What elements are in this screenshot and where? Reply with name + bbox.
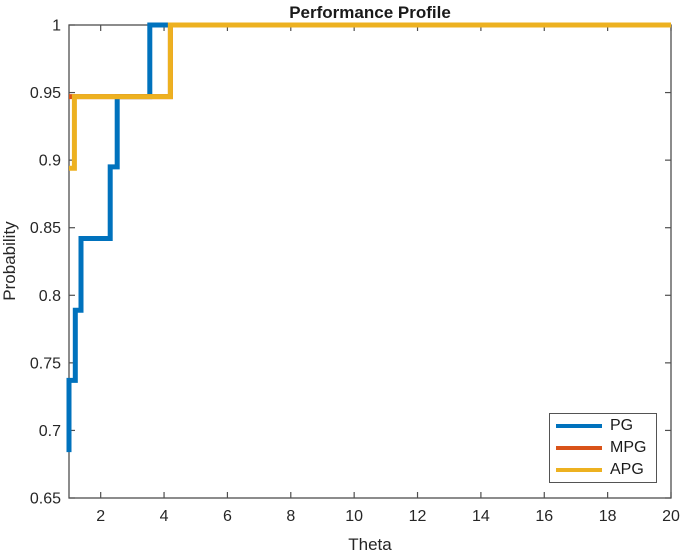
x-tick-label: 4 (160, 508, 169, 525)
pg-line-swatch (556, 423, 602, 429)
legend-label-pg: PG (610, 417, 634, 434)
series-line-apg (69, 22, 671, 171)
legend-label-apg: APG (610, 461, 644, 478)
y-axis-label: Probability (0, 221, 19, 301)
data-series (66, 22, 671, 453)
series-line-pg (66, 22, 671, 453)
series-line-mpg (69, 22, 671, 100)
x-tick-label: 2 (96, 508, 105, 525)
x-tick-label: 20 (662, 508, 680, 525)
legend: PG MPG APG (549, 413, 657, 483)
x-tick-label: 14 (472, 508, 490, 525)
legend-item-apg: APG (550, 460, 656, 480)
apg-line-swatch (556, 467, 602, 473)
y-tick-label: 0.8 (39, 288, 61, 305)
y-tick-label: 0.9 (39, 153, 61, 170)
x-tick-label: 10 (345, 508, 363, 525)
y-tick-label: 0.85 (30, 220, 61, 237)
x-axis-label: Theta (348, 535, 392, 554)
y-tick-label: 0.7 (39, 423, 61, 440)
legend-item-pg: PG (550, 416, 656, 436)
y-tick-label: 1 (52, 18, 61, 35)
y-tick-label: 0.75 (30, 355, 61, 372)
x-tick-label: 6 (223, 508, 232, 525)
legend-label-mpg: MPG (610, 439, 647, 456)
legend-item-mpg: MPG (550, 438, 656, 458)
y-tick-label: 0.65 (30, 491, 61, 508)
y-tick-label: 0.95 (30, 85, 61, 102)
x-tick-label: 12 (409, 508, 427, 525)
x-tick-label: 16 (535, 508, 553, 525)
x-tick-label: 18 (599, 508, 617, 525)
mpg-line-swatch (556, 445, 602, 451)
chart-title: Performance Profile (289, 3, 451, 22)
x-tick-label: 8 (286, 508, 295, 525)
